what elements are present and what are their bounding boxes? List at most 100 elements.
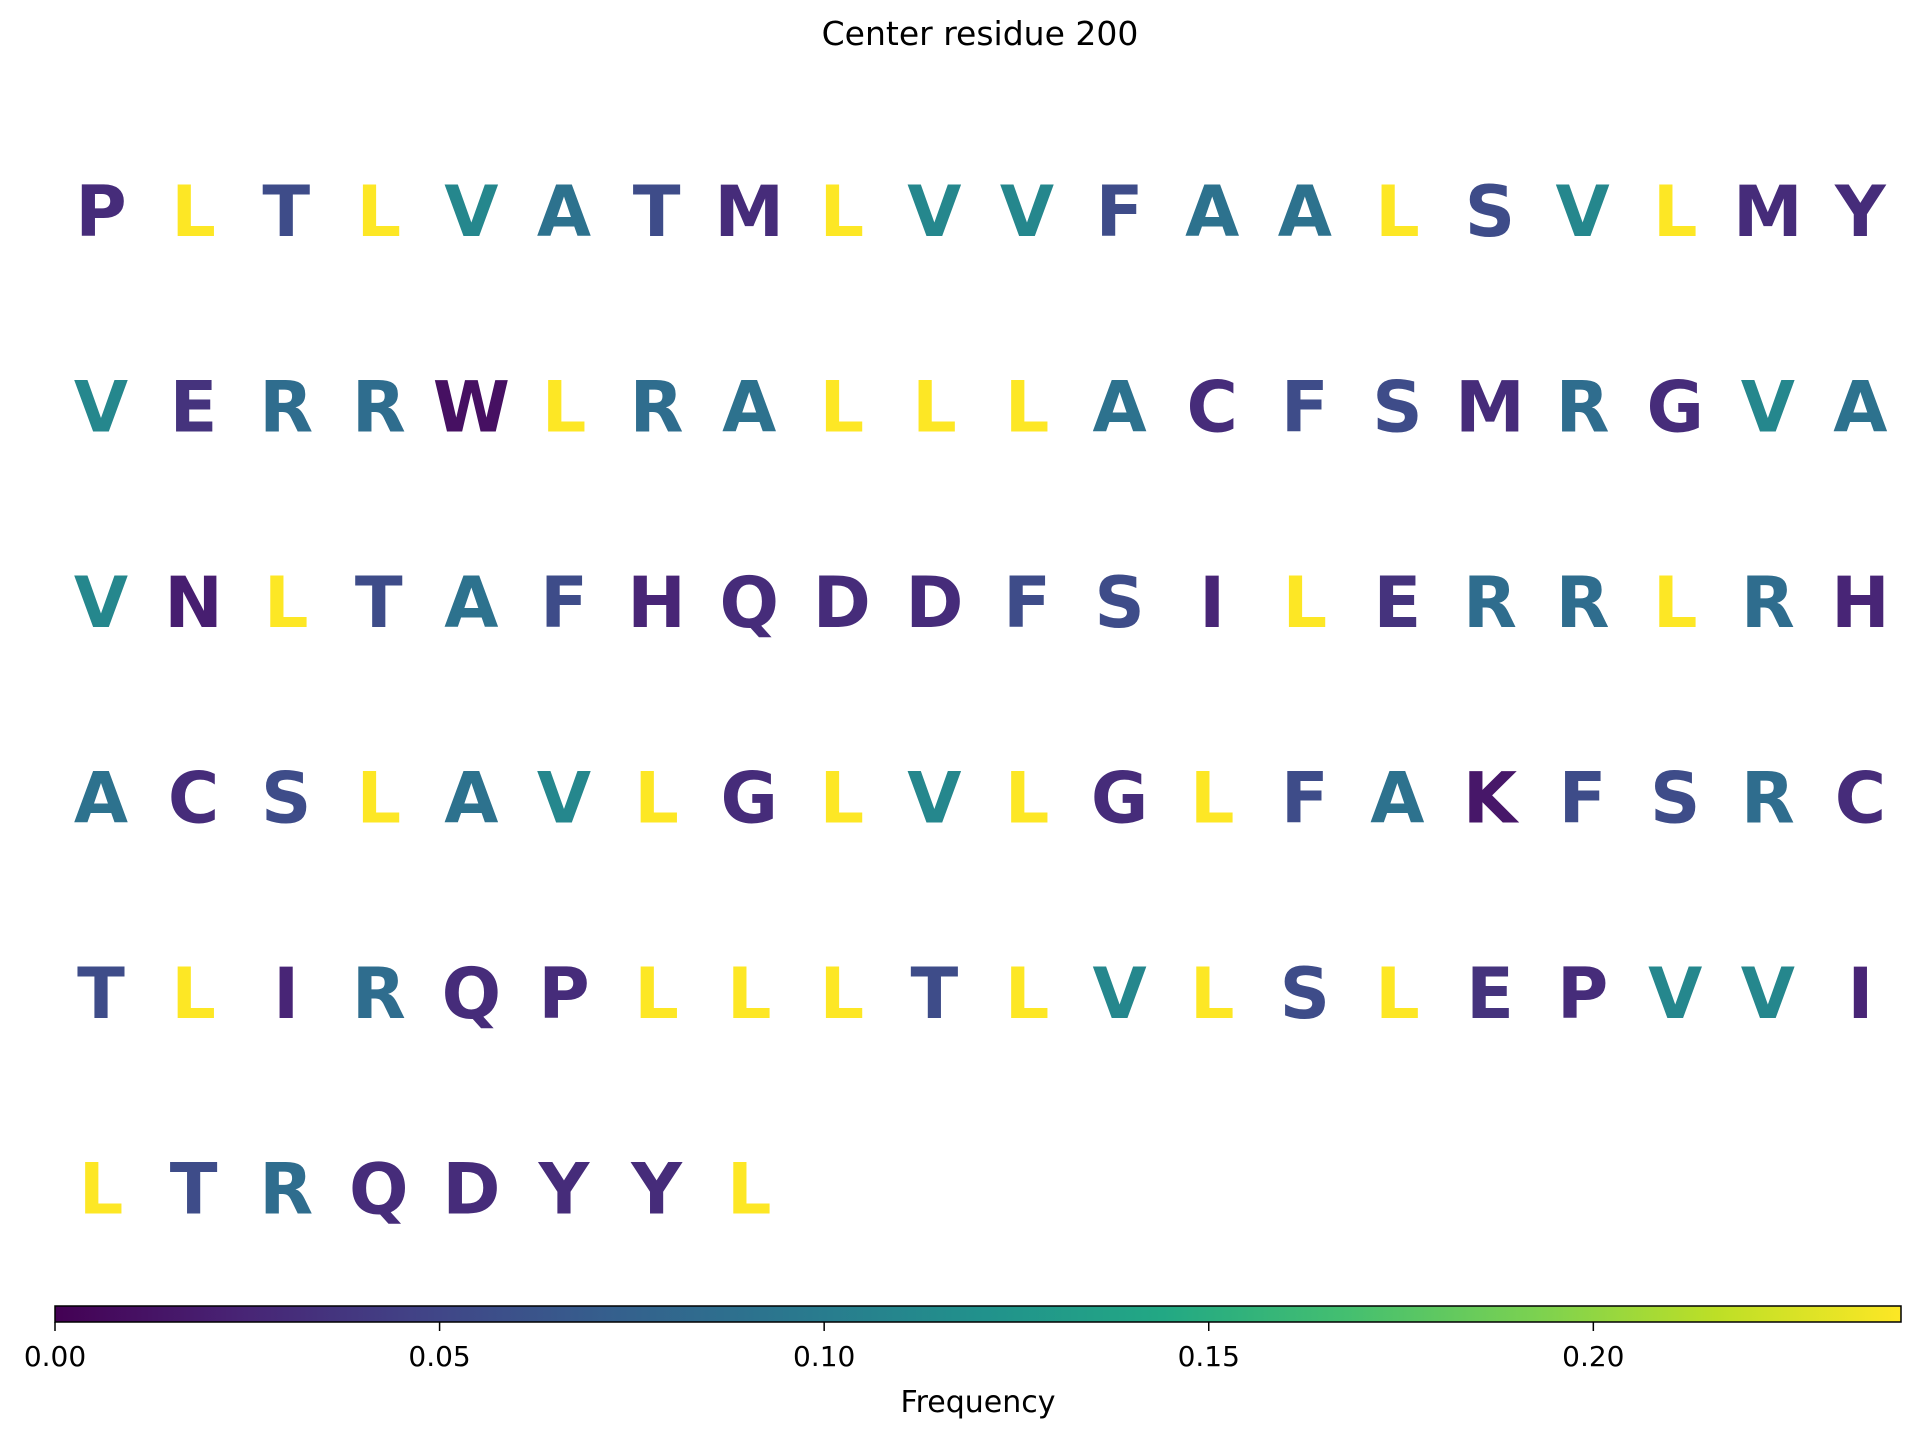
- residue-letter: V: [1000, 171, 1054, 253]
- residue-letter: H: [627, 562, 686, 644]
- residue-letter: L: [634, 758, 679, 840]
- residue-letter: Y: [1834, 171, 1887, 253]
- residue-letter: L: [819, 953, 864, 1035]
- residue-letter: T: [355, 562, 403, 644]
- residue-letter: L: [727, 1149, 772, 1231]
- residue-letter: L: [1190, 953, 1235, 1035]
- residue-letter: A: [722, 367, 776, 449]
- residue-letter: A: [444, 562, 498, 644]
- residue-letter: S: [1650, 758, 1700, 840]
- residue-letter: V: [907, 758, 961, 840]
- residue-letter: V: [74, 562, 128, 644]
- residue-letter: Q: [349, 1149, 409, 1231]
- residue-letter: I: [273, 953, 299, 1035]
- residue-letter: L: [79, 1149, 124, 1231]
- residue-letter: L: [1005, 953, 1050, 1035]
- residue-letter: P: [538, 953, 589, 1035]
- residue-letter: S: [1465, 171, 1515, 253]
- colorbar-label: Frequency: [901, 1385, 1056, 1420]
- residue-letter: F: [540, 562, 588, 644]
- residue-letter: M: [1455, 367, 1525, 449]
- residue-letter: M: [1733, 171, 1803, 253]
- residue-letter: S: [1280, 953, 1330, 1035]
- residue-letter: N: [164, 562, 223, 644]
- residue-letter: S: [1372, 367, 1422, 449]
- residue-letter: G: [1091, 758, 1148, 840]
- residue-letter: V: [1741, 367, 1795, 449]
- residue-letter: E: [1466, 953, 1514, 1035]
- residue-letter: F: [1003, 562, 1051, 644]
- residue-letter: D: [905, 562, 963, 644]
- residue-letter: I: [1847, 953, 1873, 1035]
- residue-letter: T: [911, 953, 959, 1035]
- residue-letter: L: [912, 367, 957, 449]
- residue-letter: L: [264, 562, 309, 644]
- colorbar-tick-label: 0.20: [1562, 1340, 1624, 1373]
- residue-letter: C: [168, 758, 219, 840]
- residue-letter: K: [1463, 758, 1520, 840]
- residue-letter: R: [352, 953, 406, 1035]
- residue-letter: T: [262, 171, 310, 253]
- residue-letter: A: [444, 758, 498, 840]
- residue-letter: S: [1094, 562, 1144, 644]
- residue-letter: R: [630, 367, 684, 449]
- residue-letter: L: [1653, 562, 1698, 644]
- colorbar-tick-label: 0.00: [24, 1340, 86, 1373]
- residue-letter: V: [1741, 953, 1795, 1035]
- residue-letter: P: [1557, 953, 1608, 1035]
- residue-letter: L: [171, 171, 216, 253]
- residue-letter: C: [1187, 367, 1238, 449]
- residue-letter: L: [1282, 562, 1327, 644]
- residue-letter: L: [1375, 171, 1420, 253]
- residue-letter: E: [170, 367, 218, 449]
- residue-letter: R: [1463, 562, 1517, 644]
- residue-letter: F: [1096, 171, 1144, 253]
- residue-letter: L: [1190, 758, 1235, 840]
- residue-letter: L: [356, 171, 401, 253]
- residue-letter: M: [714, 171, 784, 253]
- residue-letter: Q: [719, 562, 779, 644]
- residue-letter: R: [259, 367, 313, 449]
- residue-letter: A: [1093, 367, 1147, 449]
- residue-letter: L: [819, 171, 864, 253]
- residue-letter: R: [1556, 562, 1610, 644]
- colorbar-tick-label: 0.15: [1178, 1340, 1240, 1373]
- colorbar-gradient: [54, 1305, 1902, 1323]
- residue-letter: F: [1559, 758, 1607, 840]
- residue-letter: L: [1653, 171, 1698, 253]
- residue-letter: L: [356, 758, 401, 840]
- residue-letter: A: [537, 171, 591, 253]
- residue-letter: A: [1833, 367, 1887, 449]
- residue-letter: V: [1093, 953, 1147, 1035]
- residue-letter: I: [1199, 562, 1225, 644]
- residue-letter: G: [1646, 367, 1703, 449]
- residue-letter: D: [442, 1149, 500, 1231]
- residue-letter: L: [634, 953, 679, 1035]
- colorbar-tick-label: 0.05: [408, 1340, 470, 1373]
- residue-letter: R: [1741, 758, 1795, 840]
- residue-letter: L: [1005, 367, 1050, 449]
- residue-letter: F: [1281, 367, 1329, 449]
- residue-letter: F: [1281, 758, 1329, 840]
- residue-letter: R: [1741, 562, 1795, 644]
- residue-letter: L: [819, 367, 864, 449]
- residue-letter: L: [171, 953, 216, 1035]
- residue-letter: D: [813, 562, 871, 644]
- residue-letter: L: [819, 758, 864, 840]
- residue-letter: R: [352, 367, 406, 449]
- residue-letter: R: [1556, 367, 1610, 449]
- residue-letter: A: [1278, 171, 1332, 253]
- residue-letter: L: [1375, 953, 1420, 1035]
- residue-letter: C: [1835, 758, 1886, 840]
- residue-letter: T: [170, 1149, 218, 1231]
- residue-letter: G: [720, 758, 777, 840]
- residue-letter: Y: [538, 1149, 591, 1231]
- residue-letter: L: [727, 953, 772, 1035]
- colorbar-tick-label: 0.10: [793, 1340, 855, 1373]
- residue-letter: R: [259, 1149, 313, 1231]
- residue-letter: V: [907, 171, 961, 253]
- residue-letter: V: [1648, 953, 1702, 1035]
- residue-letter: H: [1831, 562, 1890, 644]
- residue-letter: V: [537, 758, 591, 840]
